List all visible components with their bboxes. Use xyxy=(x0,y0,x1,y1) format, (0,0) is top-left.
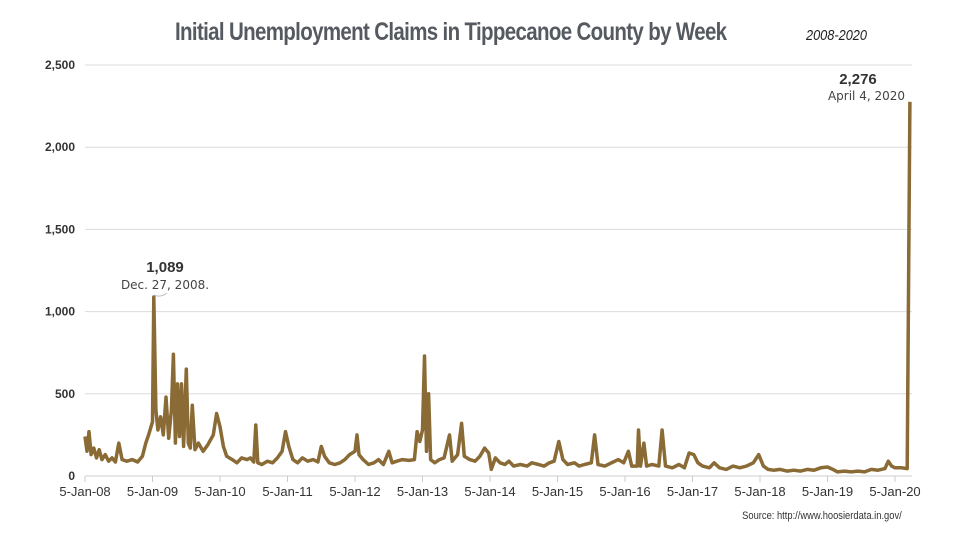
y-tick-label: 500 xyxy=(55,387,75,401)
chart-subtitle: 2008-2020 xyxy=(806,27,867,44)
y-tick-label: 1,000 xyxy=(45,305,75,319)
chart-title: Initial Unemployment Claims in Tippecano… xyxy=(175,18,727,46)
x-tick-label: 5-Jan-15 xyxy=(532,484,583,499)
x-tick-label: 5-Jan-12 xyxy=(329,484,380,499)
x-tick-label: 5-Jan-17 xyxy=(667,484,718,499)
x-tick-label: 5-Jan-14 xyxy=(464,484,515,499)
x-tick-label: 5-Jan-16 xyxy=(599,484,650,499)
y-tick-label: 1,500 xyxy=(45,222,75,236)
x-tick-label: 5-Jan-18 xyxy=(734,484,785,499)
x-tick-label: 5-Jan-13 xyxy=(397,484,448,499)
x-tick-label: 5-Jan-10 xyxy=(194,484,245,499)
annotation-value-peak-2008: 1,089 xyxy=(146,259,184,276)
series-line-initial-claims xyxy=(83,101,912,474)
annotation-value-peak-2020: 2,276 xyxy=(839,71,877,88)
x-tick-label: 5-Jan-20 xyxy=(869,484,920,499)
y-tick-label: 0 xyxy=(68,469,75,483)
annotation-date-peak-2020: April 4, 2020 xyxy=(828,89,905,103)
y-tick-label: 2,500 xyxy=(45,58,75,72)
source-note: Source: http://www.hoosierdata.in.gov/ xyxy=(742,510,902,522)
x-tick-label: 5-Jan-19 xyxy=(802,484,853,499)
annotation-leader-line xyxy=(153,292,168,297)
x-tick-label: 5-Jan-11 xyxy=(262,484,312,499)
y-tick-label: 2,000 xyxy=(45,140,75,154)
x-tick-label: 5-Jan-08 xyxy=(59,484,110,499)
x-tick-label: 5-Jan-09 xyxy=(127,484,178,499)
annotation-date-peak-2008: Dec. 27, 2008. xyxy=(121,278,209,292)
